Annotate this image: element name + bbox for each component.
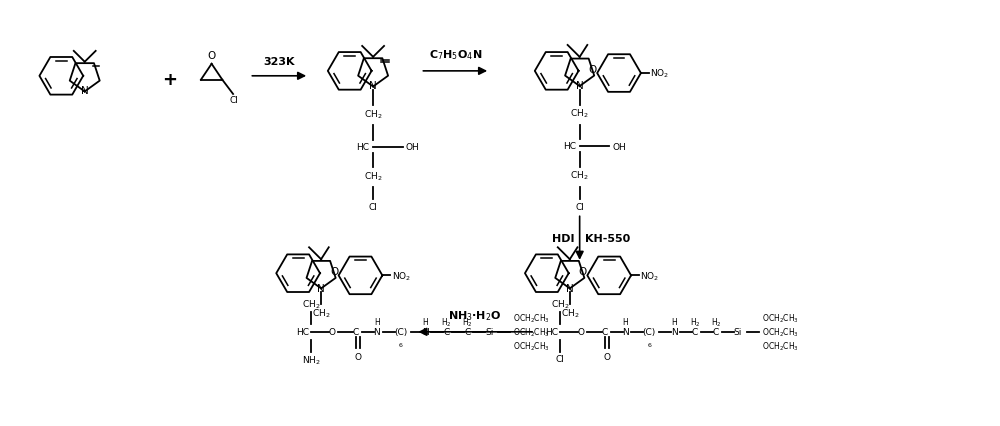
Text: NH$_3$·H$_2$O: NH$_3$·H$_2$O: [448, 308, 502, 322]
Text: N: N: [422, 328, 429, 337]
Text: OCH$_2$CH$_3$: OCH$_2$CH$_3$: [513, 312, 550, 325]
Text: KH-550: KH-550: [585, 233, 630, 244]
Text: H$_2$: H$_2$: [690, 316, 700, 328]
Text: Si: Si: [485, 328, 493, 337]
Text: C: C: [443, 328, 450, 337]
Text: N: N: [373, 328, 380, 337]
Text: OCH$_2$CH$_3$: OCH$_2$CH$_3$: [762, 312, 799, 325]
Text: N: N: [576, 81, 584, 91]
Text: CH$_2$: CH$_2$: [570, 170, 589, 182]
Text: C: C: [464, 328, 470, 337]
Text: 6: 6: [399, 342, 403, 347]
Text: H: H: [671, 318, 677, 327]
Text: N: N: [622, 328, 629, 337]
Text: Cl: Cl: [555, 354, 564, 363]
Text: C: C: [692, 328, 698, 337]
Text: (C): (C): [394, 328, 407, 337]
Text: OCH$_2$CH$_3$: OCH$_2$CH$_3$: [513, 340, 550, 352]
Text: OCH$_2$CH$_3$: OCH$_2$CH$_3$: [762, 340, 799, 352]
Text: CH$_2$: CH$_2$: [312, 306, 330, 319]
Text: H$_2$: H$_2$: [441, 316, 452, 328]
Text: CH$_2$: CH$_2$: [561, 306, 579, 319]
Text: NO$_2$: NO$_2$: [640, 270, 660, 282]
Text: H: H: [374, 318, 380, 327]
Text: H$_2$: H$_2$: [462, 316, 473, 328]
Text: O: O: [207, 51, 216, 61]
Text: H: H: [623, 318, 628, 327]
Text: Cl: Cl: [575, 202, 584, 211]
Text: HC: HC: [563, 142, 576, 151]
Text: CH$_2$: CH$_2$: [570, 107, 589, 120]
Text: HC: HC: [356, 142, 369, 151]
Text: +: +: [162, 71, 177, 89]
Text: H$_2$: H$_2$: [711, 316, 721, 328]
Text: O: O: [329, 328, 336, 337]
Text: N: N: [671, 328, 678, 337]
Text: HC: HC: [545, 328, 558, 337]
Text: O: O: [603, 352, 610, 361]
Text: OCH$_2$CH$_3$: OCH$_2$CH$_3$: [762, 326, 799, 338]
Text: N: N: [317, 283, 325, 293]
Text: CH$_2$: CH$_2$: [364, 170, 382, 182]
Text: C: C: [601, 328, 608, 337]
Text: (C): (C): [643, 328, 656, 337]
Text: CH$_2$: CH$_2$: [364, 108, 382, 121]
Text: HC: HC: [296, 328, 309, 337]
Text: OCH$_2$CH$_3$: OCH$_2$CH$_3$: [513, 326, 550, 338]
Text: C: C: [353, 328, 359, 337]
Text: Cl: Cl: [230, 95, 238, 104]
Text: N: N: [566, 283, 574, 293]
Text: Si: Si: [734, 328, 742, 337]
Text: O: O: [589, 65, 597, 75]
Text: NO$_2$: NO$_2$: [650, 68, 669, 80]
Text: Cl: Cl: [369, 202, 378, 211]
Text: HDI: HDI: [552, 233, 575, 244]
Text: CH$_2$: CH$_2$: [302, 298, 320, 311]
Text: OH: OH: [406, 143, 420, 152]
Text: O: O: [354, 352, 361, 361]
Text: NH$_2$: NH$_2$: [302, 354, 320, 366]
Text: O: O: [330, 267, 338, 276]
Text: 6: 6: [647, 342, 651, 347]
Text: C$_7$H$_5$O$_4$N: C$_7$H$_5$O$_4$N: [429, 48, 482, 62]
Text: O: O: [579, 267, 587, 276]
Text: C: C: [713, 328, 719, 337]
Text: NO$_2$: NO$_2$: [392, 270, 411, 282]
Text: O: O: [577, 328, 584, 337]
Text: H: H: [423, 318, 428, 327]
Text: N: N: [369, 81, 377, 91]
Text: 323K: 323K: [263, 57, 295, 67]
Text: OH: OH: [612, 142, 626, 151]
Text: N: N: [81, 86, 89, 96]
Text: CH$_2$: CH$_2$: [551, 298, 569, 311]
